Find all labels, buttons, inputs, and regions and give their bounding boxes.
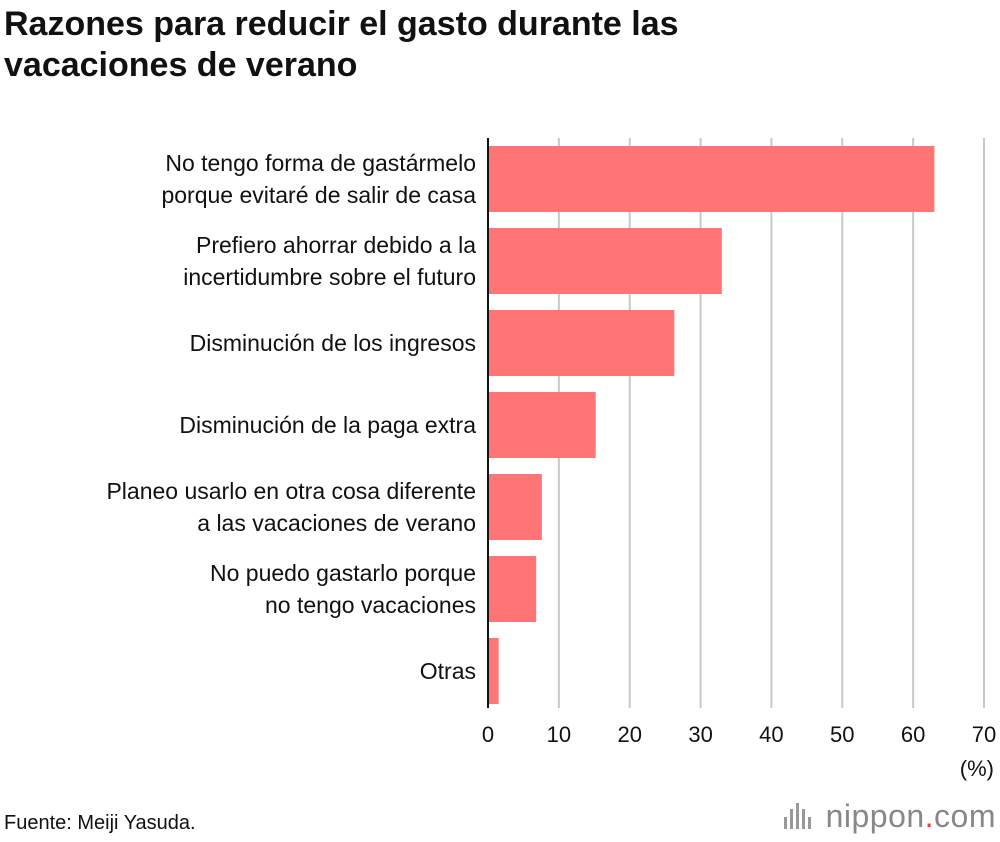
bar bbox=[488, 638, 499, 704]
axis-unit-label: (%) bbox=[959, 756, 994, 781]
bar bbox=[488, 474, 542, 540]
source-note: Fuente: Meiji Yasuda. bbox=[4, 812, 196, 834]
chart-title: Razones para reducir el gasto durante la… bbox=[4, 4, 984, 86]
category-label: a las vacaciones de verano bbox=[197, 510, 476, 536]
x-tick-label: 50 bbox=[830, 722, 854, 747]
logo-bars-icon bbox=[783, 803, 814, 829]
bar bbox=[488, 146, 935, 212]
logo-wordmark: nippon.com bbox=[825, 798, 996, 834]
category-labels: No tengo forma de gastármelo porque evita… bbox=[106, 150, 476, 684]
nippon-logo: nippon.com bbox=[783, 798, 996, 834]
x-tick-label: 40 bbox=[759, 722, 783, 747]
category-label: Planeo usarlo en otra cosa diferente bbox=[106, 478, 476, 504]
x-tick-label: 10 bbox=[547, 722, 571, 747]
x-tick-label: 20 bbox=[617, 722, 641, 747]
chart-title-line-1: Razones para reducir el gasto durante la… bbox=[4, 5, 679, 43]
bar bbox=[488, 228, 722, 294]
category-label: porque evitaré de salir de casa bbox=[161, 182, 476, 208]
category-label: Disminución de los ingresos bbox=[190, 330, 476, 356]
chart-title-line-2: vacaciones de verano bbox=[4, 46, 358, 84]
category-label: No tengo forma de gastármelo bbox=[165, 150, 476, 176]
bar bbox=[488, 556, 537, 622]
x-tick-label: 30 bbox=[688, 722, 712, 747]
category-label: Otras bbox=[420, 658, 476, 684]
tick-labels: 0 10 20 30 40 50 60 70 bbox=[482, 722, 996, 747]
category-label: no tengo vacaciones bbox=[265, 592, 476, 618]
category-label: Disminución de la paga extra bbox=[179, 412, 476, 438]
category-label: No puedo gastarlo porque bbox=[210, 560, 476, 586]
bar bbox=[488, 392, 596, 458]
x-tick-label: 0 bbox=[482, 722, 494, 747]
bar bbox=[488, 310, 675, 376]
bars bbox=[488, 146, 935, 704]
x-tick-label: 60 bbox=[901, 722, 925, 747]
category-label: incertidumbre sobre el futuro bbox=[183, 264, 476, 290]
x-tick-label: 70 bbox=[972, 722, 996, 747]
category-label: Prefiero ahorrar debido a la bbox=[196, 232, 476, 258]
gridlines bbox=[557, 138, 985, 708]
